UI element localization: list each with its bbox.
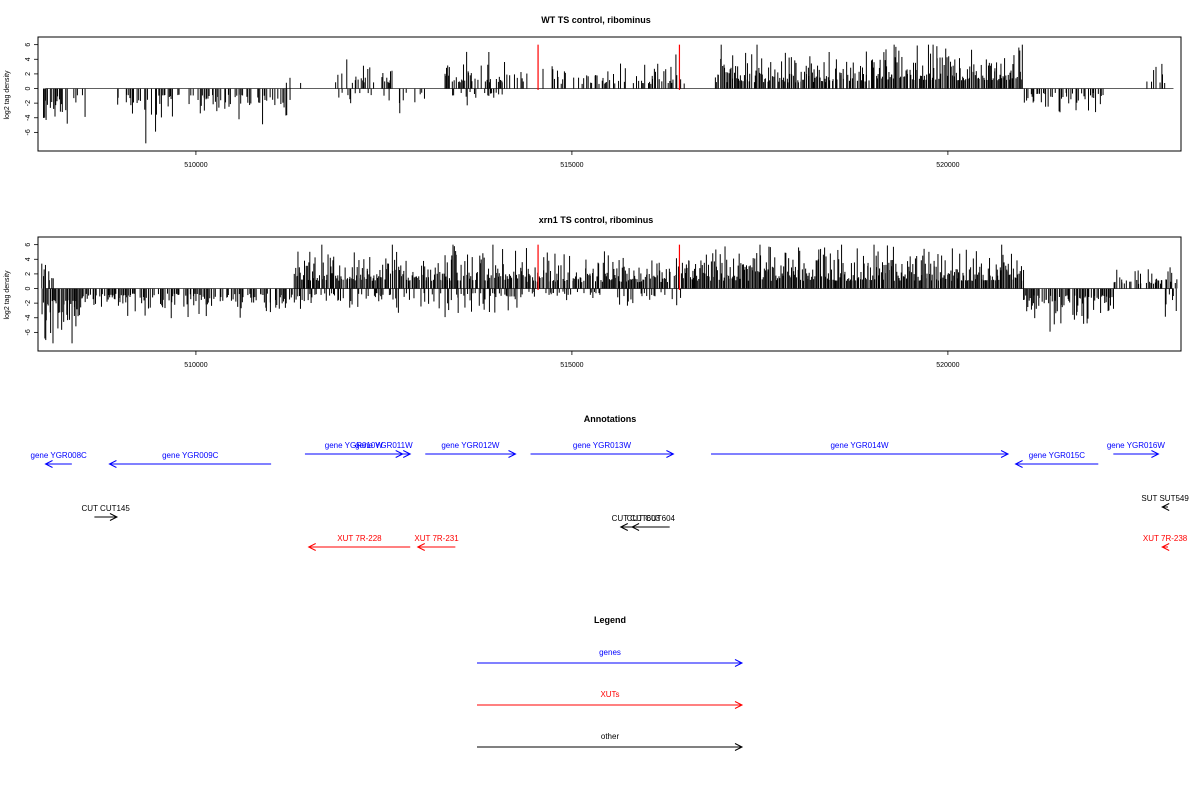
y-tick-label: 0 bbox=[25, 86, 32, 90]
y-tick-label: 6 bbox=[25, 243, 32, 247]
legend-label: XUTs bbox=[600, 690, 619, 699]
feature-arrow-head bbox=[1000, 450, 1010, 458]
legend-label: other bbox=[601, 732, 620, 741]
x-tick-label: 515000 bbox=[560, 362, 583, 369]
y-tick-label: -2 bbox=[25, 100, 32, 106]
annotation-label: XUT 7R-228 bbox=[337, 534, 382, 543]
xrn1-track-panel: xrn1 TS control, ribominus log2 tag dens… bbox=[4, 215, 1182, 369]
feature-arrow-head bbox=[108, 460, 117, 468]
annotation-label: CUT CUT603 bbox=[612, 514, 661, 523]
y-tick-label: 2 bbox=[25, 72, 32, 76]
wt-track-frame bbox=[37, 36, 1182, 152]
annotation-label: gene YGR016W bbox=[1107, 441, 1166, 450]
annotation-feature: gene YGR012W bbox=[425, 441, 517, 458]
xrn1-track-ylabel: log2 tag density bbox=[4, 270, 11, 320]
x-tick-label: 515000 bbox=[560, 162, 583, 169]
annotation-label: gene YGR013W bbox=[573, 441, 632, 450]
legend-entry: XUTs bbox=[477, 690, 744, 709]
feature-arrow-head bbox=[416, 543, 425, 551]
wt-track-bars bbox=[43, 44, 1174, 144]
annotation-feature: CUT CUT604 bbox=[627, 514, 676, 531]
feature-arrow-head bbox=[1151, 450, 1160, 458]
wt-track-ylabel: log2 tag density bbox=[4, 70, 11, 120]
annotation-feature: SUT SUT549 bbox=[1141, 494, 1189, 511]
y-tick-label: -4 bbox=[25, 115, 32, 121]
annotation-label: CUT CUT604 bbox=[627, 514, 676, 523]
annotation-feature: XUT 7R-231 bbox=[414, 534, 459, 551]
y-tick-label: 4 bbox=[25, 257, 32, 261]
annotation-feature: gene YGR016W bbox=[1107, 441, 1166, 458]
y-tick-label: -6 bbox=[25, 129, 32, 135]
y-tick-label: -2 bbox=[25, 300, 32, 306]
annotations-panel: Annotations gene YGR008C gene YGR009C gene… bbox=[31, 414, 1189, 551]
y-tick-label: 4 bbox=[25, 57, 32, 61]
annotation-label: gene YGR011W bbox=[355, 441, 413, 450]
legend-entry: genes bbox=[477, 648, 744, 667]
wt-track-title: WT TS control, ribominus bbox=[541, 15, 651, 25]
feature-arrow-head bbox=[1161, 543, 1170, 551]
annotation-feature: gene YGR014W bbox=[711, 441, 1010, 458]
annotation-label: gene YGR008C bbox=[31, 451, 88, 460]
annotation-feature: gene YGR013W bbox=[530, 441, 675, 458]
xrn1-track-title: xrn1 TS control, ribominus bbox=[539, 215, 654, 225]
annotation-label: gene YGR009C bbox=[162, 451, 219, 460]
annotation-label: CUT CUT145 bbox=[82, 504, 131, 513]
annotations-title: Annotations bbox=[584, 414, 637, 424]
feature-arrow-head bbox=[508, 450, 517, 458]
wt-track-y-axis: -6 -4 -2 0 2 4 6 bbox=[25, 43, 38, 135]
feature-arrow-head bbox=[734, 701, 744, 709]
annotation-label: gene YGR015C bbox=[1029, 451, 1086, 460]
y-tick-label: 0 bbox=[25, 286, 32, 290]
annotation-feature: CUT CUT145 bbox=[82, 504, 131, 521]
legend-label: genes bbox=[599, 648, 621, 657]
annotation-feature: gene YGR011W bbox=[355, 441, 413, 458]
y-tick-label: -4 bbox=[25, 315, 32, 321]
feature-arrow-head bbox=[403, 450, 412, 458]
feature-arrow-head bbox=[307, 543, 316, 551]
legend-panel: Legend genes XUTs other bbox=[477, 615, 744, 751]
feature-arrow-head bbox=[109, 513, 119, 521]
legend-entries: genes XUTs other bbox=[477, 648, 744, 751]
xrn1-track-y-axis: -6 -4 -2 0 2 4 6 bbox=[25, 243, 38, 335]
feature-arrow-head bbox=[619, 523, 629, 531]
x-tick-label: 520000 bbox=[936, 162, 959, 169]
xrn1-track-frame bbox=[37, 236, 1182, 352]
annotation-feature: XUT 7R-238 bbox=[1143, 534, 1188, 551]
legend-title: Legend bbox=[594, 615, 626, 625]
annotation-label: gene YGR014W bbox=[830, 441, 889, 450]
annotation-feature: gene YGR009C bbox=[108, 451, 272, 468]
annotation-label: SUT SUT549 bbox=[1141, 494, 1189, 503]
feature-arrow-head bbox=[734, 659, 744, 667]
legend-entry: other bbox=[477, 732, 744, 751]
xrn1-track-bars bbox=[41, 244, 1178, 344]
annotation-label: gene YGR010W bbox=[325, 441, 384, 450]
feature-arrow-head bbox=[630, 523, 640, 531]
feature-arrow-head bbox=[1161, 503, 1170, 511]
annotation-label: XUT 7R-238 bbox=[1143, 534, 1188, 543]
y-tick-label: -6 bbox=[25, 329, 32, 335]
feature-arrow-head bbox=[44, 460, 53, 468]
xrn1-track-x-axis: 510000 515000 520000 bbox=[184, 351, 960, 369]
wt-track-x-axis: 510000 515000 520000 bbox=[184, 151, 960, 169]
annotation-feature: gene YGR015C bbox=[1014, 451, 1099, 468]
feature-arrow-head bbox=[666, 450, 675, 458]
annotation-label: XUT 7R-231 bbox=[414, 534, 459, 543]
y-tick-label: 6 bbox=[25, 43, 32, 47]
feature-arrow-head bbox=[1014, 460, 1023, 468]
annotation-feature: gene YGR008C bbox=[31, 451, 88, 468]
feature-arrow-head bbox=[734, 743, 744, 751]
annotation-feature: XUT 7R-228 bbox=[307, 534, 411, 551]
annotation-label: gene YGR012W bbox=[441, 441, 500, 450]
x-tick-label: 510000 bbox=[184, 162, 207, 169]
x-tick-label: 510000 bbox=[184, 362, 207, 369]
wt-track-panel: WT TS control, ribominus log2 tag densit… bbox=[4, 15, 1182, 169]
x-tick-label: 520000 bbox=[936, 362, 959, 369]
y-tick-label: 2 bbox=[25, 272, 32, 276]
